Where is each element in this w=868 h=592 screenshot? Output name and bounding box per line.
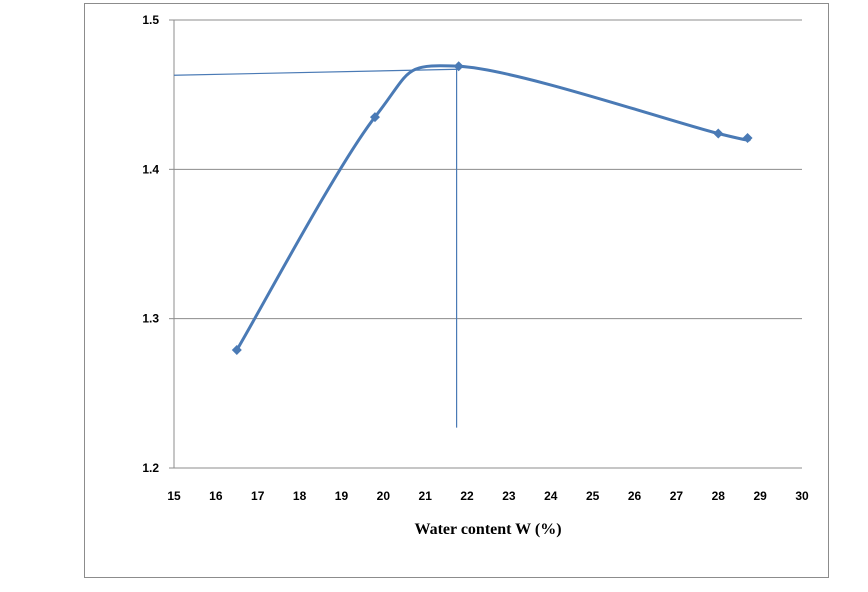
series-line bbox=[235, 64, 751, 351]
x-tick-label: 28 bbox=[712, 489, 726, 503]
data-point-marker bbox=[453, 61, 464, 72]
data-point-marker bbox=[713, 128, 724, 139]
x-tick-label: 27 bbox=[670, 489, 684, 503]
tick-labels: 1.2 1.3 1.4 1.5 15 16 17 18 19 20 21 22 23 24 25 26 27 28… bbox=[142, 13, 809, 503]
x-tick-label: 24 bbox=[544, 489, 558, 503]
x-tick-label: 19 bbox=[335, 489, 349, 503]
series bbox=[231, 61, 753, 356]
y-tick-label: 1.2 bbox=[142, 461, 159, 475]
x-tick-label: 23 bbox=[502, 489, 516, 503]
x-tick-label: 18 bbox=[293, 489, 307, 503]
x-tick-label: 29 bbox=[753, 489, 767, 503]
x-axis-title: Water content W (%) bbox=[414, 521, 561, 538]
x-tick-label: 15 bbox=[167, 489, 181, 503]
data-point-marker bbox=[369, 112, 380, 123]
data-point-marker bbox=[231, 345, 242, 356]
chart-frame bbox=[84, 3, 829, 578]
x-tick-label: 21 bbox=[419, 489, 433, 503]
axes bbox=[169, 19, 802, 469]
data-point-marker bbox=[742, 132, 753, 143]
grid-lines bbox=[174, 19, 802, 320]
x-tick-label: 17 bbox=[251, 489, 265, 503]
y-tick-label: 1.4 bbox=[142, 162, 159, 176]
x-tick-label: 30 bbox=[795, 489, 809, 503]
x-tick-label: 20 bbox=[377, 489, 391, 503]
guide-lines bbox=[173, 68, 459, 428]
y-tick-label: 1.5 bbox=[142, 13, 159, 27]
x-tick-label: 22 bbox=[460, 489, 474, 503]
y-tick-label: 1.3 bbox=[142, 312, 159, 326]
x-tick-label: 16 bbox=[209, 489, 223, 503]
x-tick-label: 25 bbox=[586, 489, 600, 503]
x-tick-label: 26 bbox=[628, 489, 642, 503]
